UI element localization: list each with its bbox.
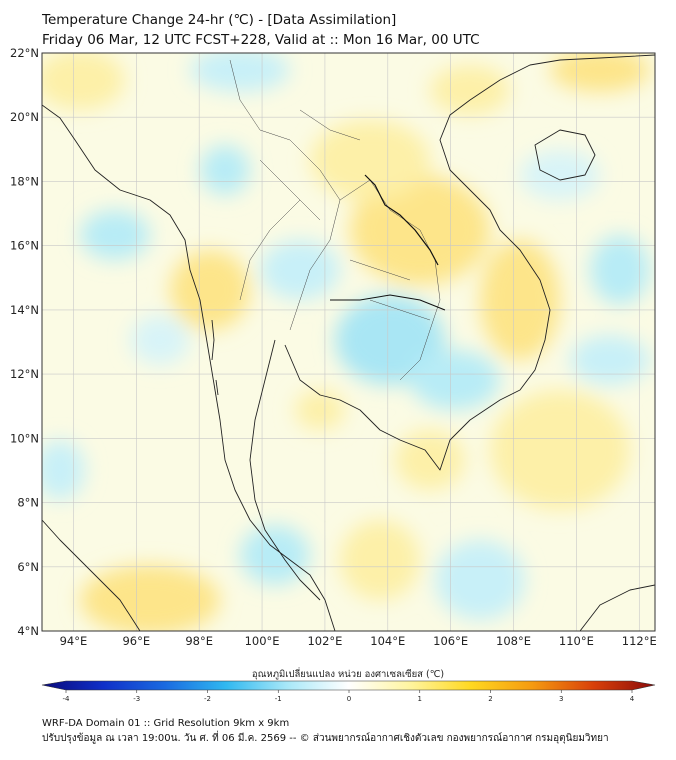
lon-tick-label: 96°E — [122, 634, 150, 648]
admin-boundaries — [229, 59, 446, 381]
colorbar-tick-label: -4 — [63, 695, 71, 703]
lon-tick-label: 112°E — [622, 634, 657, 648]
lat-tick-label: 16°N — [10, 239, 39, 253]
map-title: Temperature Change 24-hr (℃) - [Data Ass… — [42, 12, 397, 28]
lon-tick-label: 94°E — [60, 634, 88, 648]
colorbar-tick-label: 0 — [347, 695, 351, 703]
map-subtitle: Friday 06 Mar, 12 UTC FCST+228, Valid at… — [42, 32, 480, 48]
lon-tick-label: 100°E — [245, 634, 280, 648]
lat-tick-label: 10°N — [10, 431, 39, 445]
colorbar: อุณหภูมิเปลี่ยนแปลง หน่วย องศาเซลเซียส (… — [41, 667, 656, 703]
lat-tick-label: 22°N — [10, 46, 39, 60]
lon-tick-label: 104°E — [370, 634, 405, 648]
colorbar-tick-label: 1 — [418, 695, 422, 703]
lat-tick-label: 4°N — [17, 624, 39, 638]
lat-tick-label: 14°N — [10, 303, 39, 317]
lat-tick-label: 12°N — [10, 367, 39, 381]
colorbar-tick-label: 4 — [630, 695, 635, 703]
lon-tick-label: 110°E — [559, 634, 594, 648]
lon-tick-label: 106°E — [433, 634, 468, 648]
colorbar-tick-label: 3 — [559, 695, 563, 703]
colorbar-tick-label: -3 — [133, 695, 140, 703]
colorbar-ticks: -4 -3 -2 -1 0 1 2 3 4 — [63, 690, 635, 703]
lat-tick-label: 6°N — [17, 560, 39, 574]
gridlines — [42, 53, 655, 631]
lat-tick-label: 18°N — [10, 174, 39, 188]
temperature-field — [42, 53, 655, 631]
lon-tick-label: 98°E — [185, 634, 213, 648]
colorbar-tick-label: 2 — [488, 695, 492, 703]
footer-line-2: ปรับปรุงข้อมูล ณ เวลา 19:00น. วัน ศ. ที่… — [42, 733, 609, 744]
lat-tick-label: 8°N — [17, 496, 39, 510]
longitude-labels: 94°E 96°E 98°E 100°E 102°E 104°E 106°E 108°E 110… — [60, 634, 657, 648]
lon-tick-label: 108°E — [496, 634, 531, 648]
colorbar-tick-label: -1 — [275, 695, 282, 703]
lon-tick-label: 102°E — [307, 634, 342, 648]
colorbar-label: อุณหภูมิเปลี่ยนแปลง หน่วย องศาเซลเซียส (… — [252, 667, 444, 680]
colorbar-tick-label: -2 — [204, 695, 211, 703]
lat-tick-label: 20°N — [10, 110, 39, 124]
coastlines — [42, 54, 655, 631]
latitude-labels: 4°N 6°N 8°N 10°N 12°N 14°N 16°N 18°N 20°N 22°N — [10, 46, 39, 638]
footer: WRF-DA Domain 01 :: Grid Resolution 9km … — [42, 716, 609, 746]
title-block: Temperature Change 24-hr (℃) - [Data Ass… — [42, 10, 480, 50]
map-frame — [41, 52, 656, 632]
colorbar-bar — [41, 680, 656, 691]
footer-line-1: WRF-DA Domain 01 :: Grid Resolution 9km … — [42, 718, 290, 729]
